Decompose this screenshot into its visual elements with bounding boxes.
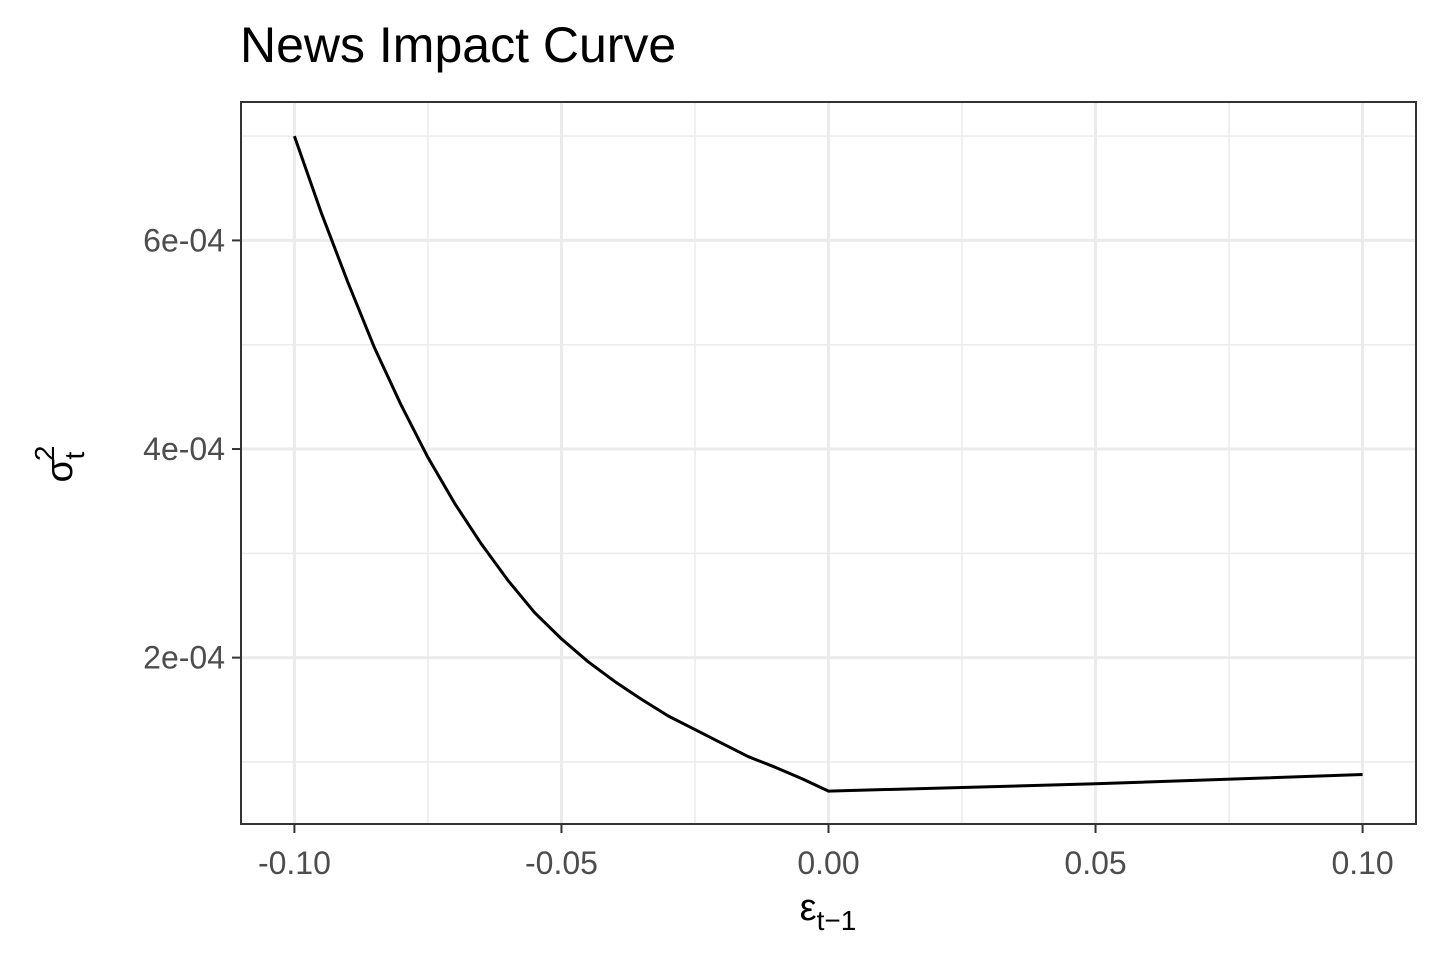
y-tick-label: 6e-04 <box>143 222 225 258</box>
y-tick-label: 2e-04 <box>143 640 225 676</box>
chart-title: News Impact Curve <box>240 17 676 73</box>
x-tick-label: -0.10 <box>258 845 331 881</box>
y-axis: 2e-04 4e-04 6e-04 <box>143 222 241 676</box>
y-axis-title-sub: t <box>59 451 90 459</box>
x-axis-title: εt−1 <box>800 887 857 936</box>
major-gridlines <box>241 102 1416 824</box>
y-axis-title-base: σ <box>39 459 81 482</box>
y-tick-label: 4e-04 <box>143 431 225 467</box>
x-tick-label: -0.05 <box>525 845 598 881</box>
x-tick-label: 0.10 <box>1331 845 1393 881</box>
x-axis: -0.10 -0.05 0.00 0.05 0.10 <box>258 824 1394 881</box>
x-tick-label: 0.00 <box>797 845 859 881</box>
y-axis-title-sup: 2 <box>29 445 60 461</box>
svg-text:σ2t: σ2t <box>29 445 90 482</box>
x-axis-title-sub: t−1 <box>817 905 857 936</box>
news-impact-line <box>292 135 1363 793</box>
x-axis-title-base: ε <box>800 887 817 929</box>
y-axis-title: σ2t <box>29 445 90 482</box>
x-tick-label: 0.05 <box>1064 845 1126 881</box>
